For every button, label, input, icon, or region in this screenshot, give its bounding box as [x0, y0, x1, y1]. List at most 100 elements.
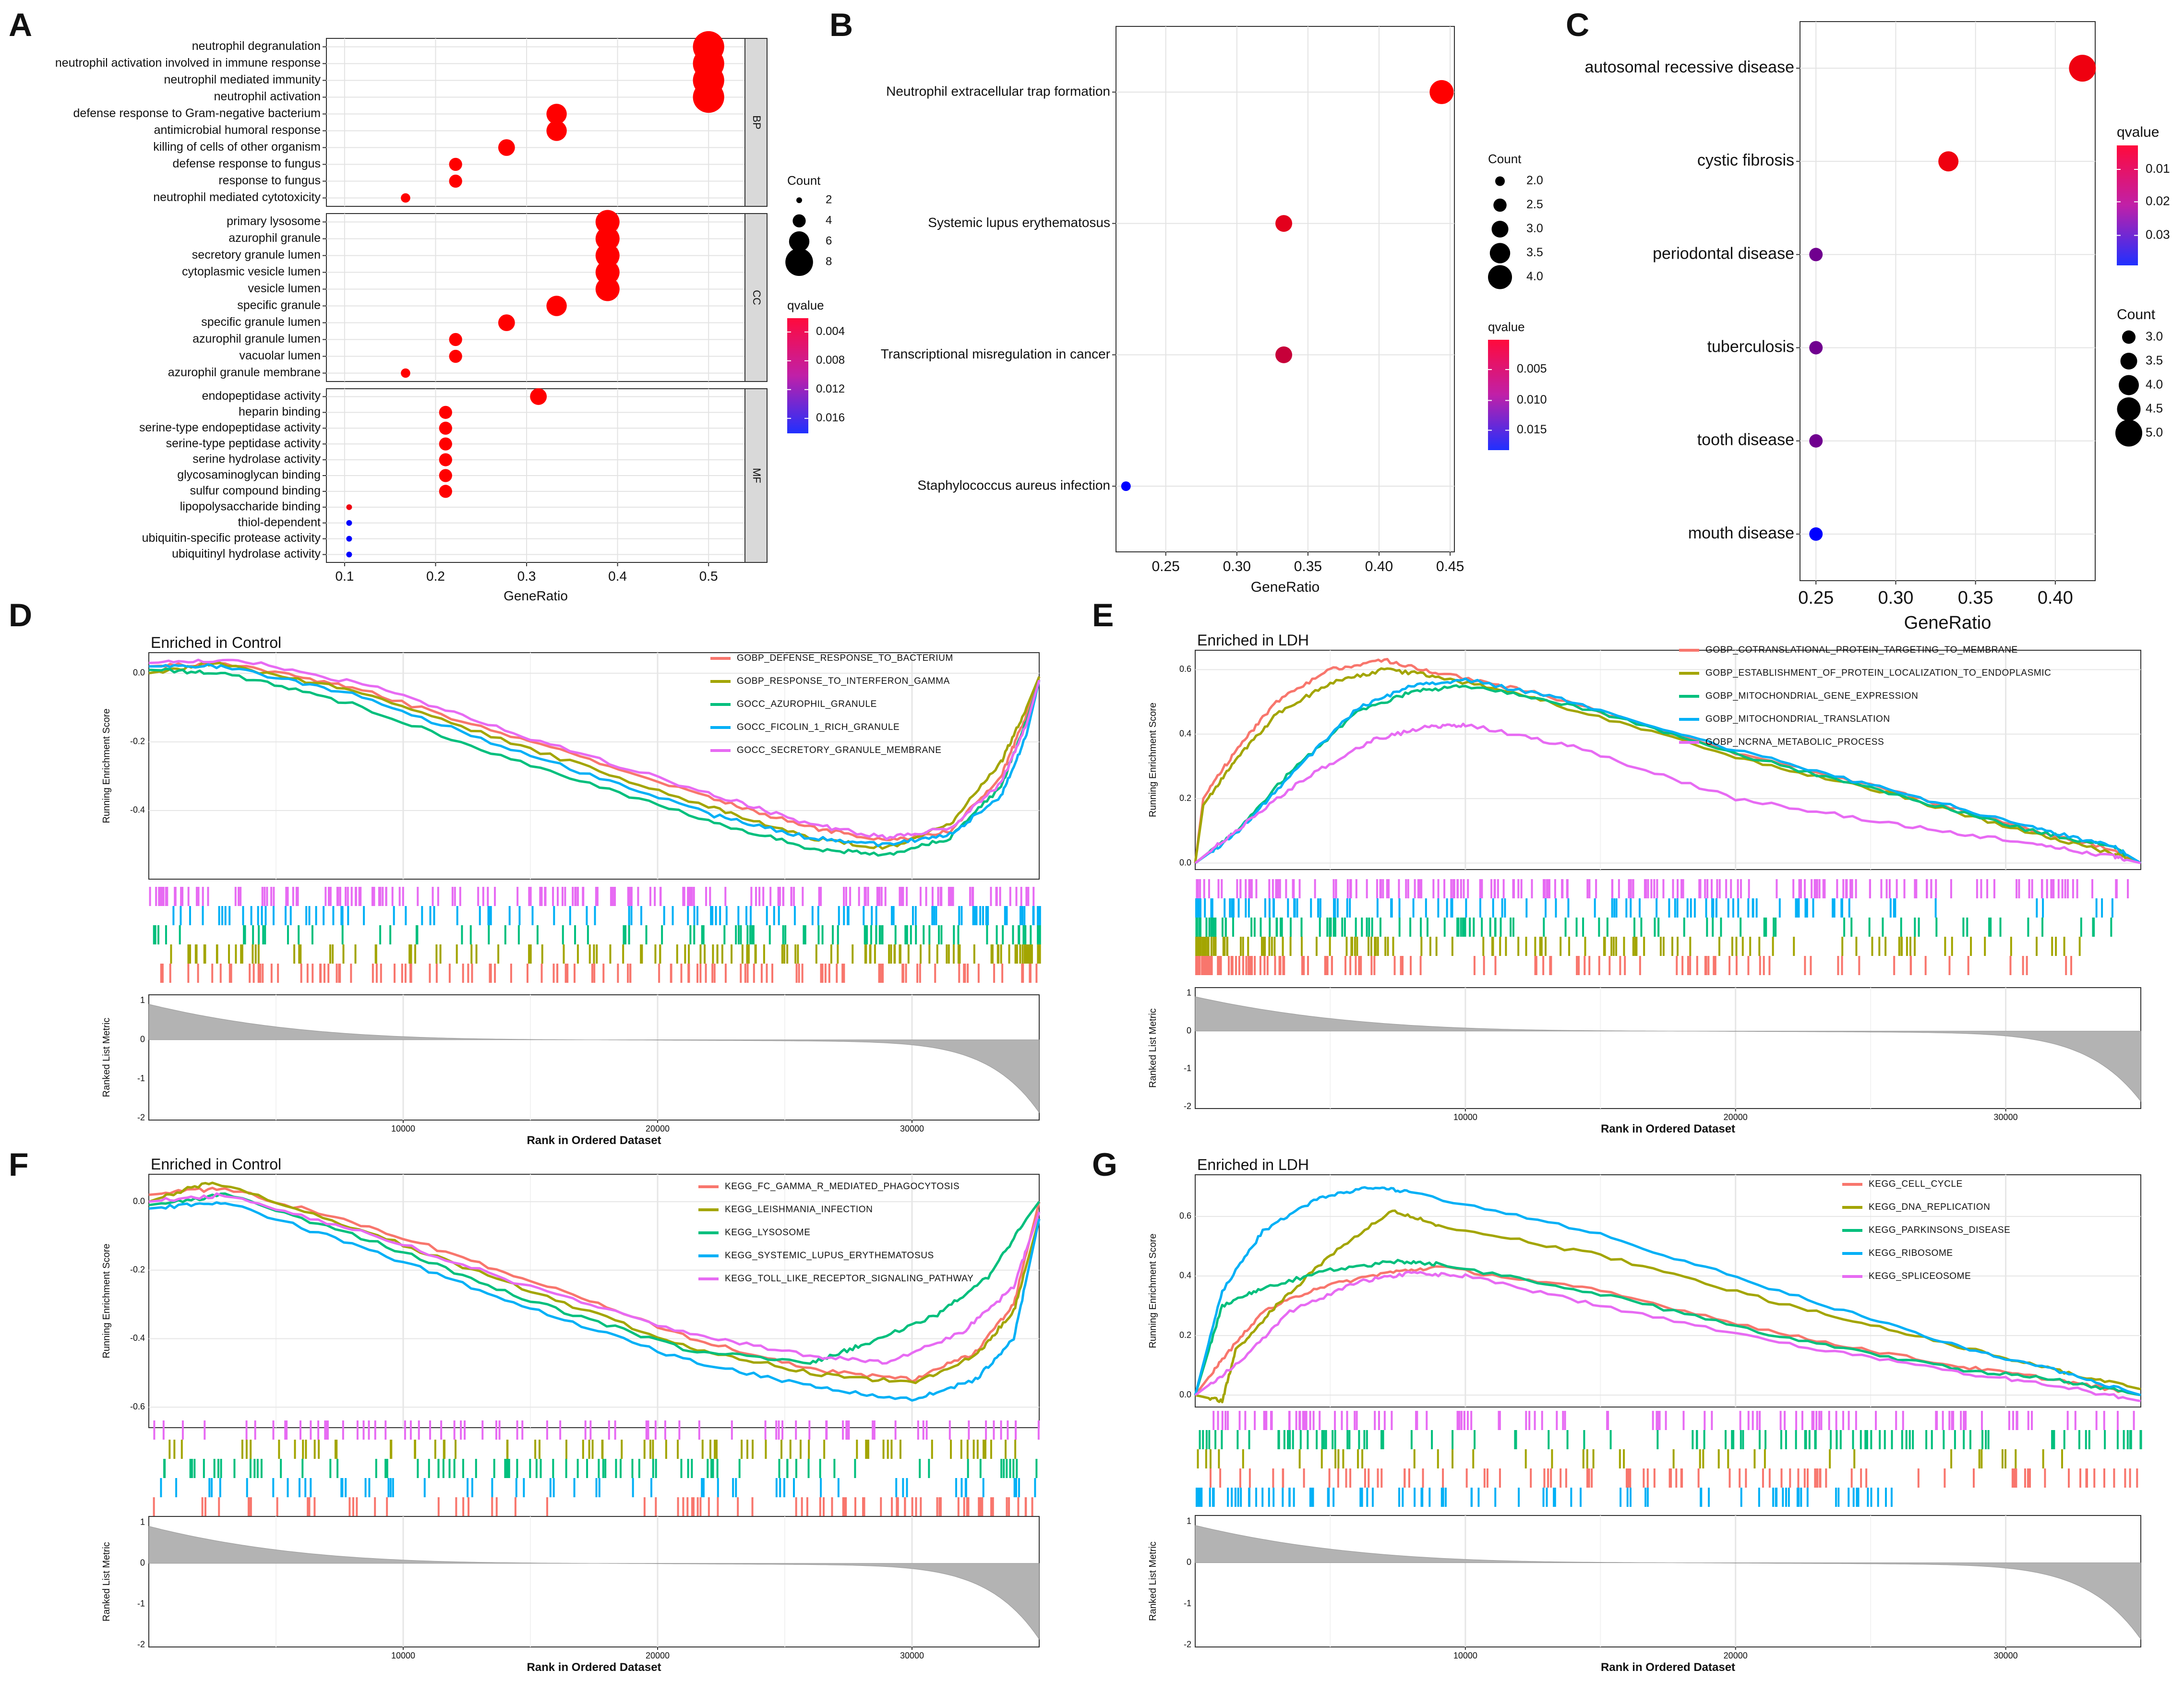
data-point [439, 406, 452, 419]
gene-hit-mark [638, 1459, 640, 1478]
gene-hit-mark [1293, 1488, 1295, 1507]
gene-hit-mark [664, 1420, 666, 1440]
gene-hit-mark [1018, 1478, 1020, 1497]
gene-hit-mark [990, 887, 992, 906]
gene-hit-mark [1680, 879, 1683, 898]
gene-hit-mark [1566, 1430, 1569, 1449]
gene-hit-mark [2063, 1430, 2065, 1449]
gene-hit-mark [418, 1420, 420, 1440]
gene-hit-mark [1731, 1430, 1733, 1449]
gene-hit-mark [1196, 879, 1198, 898]
gene-hit-mark [1951, 937, 1953, 956]
gene-hit-mark [1457, 918, 1460, 937]
gene-hit-mark [461, 925, 463, 944]
term-label: ubiquitin-specific protease activity [142, 531, 321, 545]
gene-hit-mark [1279, 879, 1281, 898]
gene-hit-mark [1236, 1430, 1239, 1449]
metric-axis-label: Ranked List Metric [1148, 1541, 1158, 1621]
gene-hit-mark [1355, 879, 1357, 898]
gene-hit-mark [345, 887, 347, 906]
data-point [449, 349, 462, 363]
gene-hit-mark [768, 925, 771, 944]
gene-hit-mark [1465, 1468, 1468, 1488]
gene-hit-mark [1657, 918, 1660, 937]
gene-hit-mark [614, 887, 616, 906]
gene-hit-mark [1878, 937, 1881, 956]
legend-count-label: 6 [826, 235, 832, 248]
gene-hit-mark [1855, 937, 1858, 956]
gene-hit-mark [1576, 956, 1578, 975]
data-point [449, 174, 462, 188]
gene-hit-mark [854, 1459, 856, 1478]
data-point [1809, 341, 1823, 355]
gene-hit-mark [1702, 1449, 1704, 1468]
data-point [346, 551, 352, 558]
gene-hit-mark [1358, 956, 1360, 975]
gene-hit-mark [817, 925, 820, 944]
gene-hit-mark [1756, 1411, 1758, 1430]
gene-hit-mark [1410, 1430, 1413, 1449]
gene-hit-mark [1534, 937, 1536, 956]
gene-hit-mark [721, 944, 723, 964]
gene-hit-mark [968, 1420, 970, 1440]
gene-hit-mark [1345, 1468, 1347, 1488]
x-axis-label: Rank in Ordered Dataset [1601, 1661, 1735, 1674]
gene-hit-mark [1266, 956, 1269, 975]
gene-hit-mark [1409, 918, 1412, 937]
gene-hit-mark [678, 1420, 681, 1440]
gene-hit-mark [384, 1420, 387, 1440]
gene-hit-mark [1681, 956, 1684, 975]
gene-hit-mark [1254, 1411, 1256, 1430]
gene-hit-mark [491, 1478, 493, 1497]
gene-hit-mark [899, 887, 901, 906]
gene-hit-mark [1390, 898, 1392, 918]
gene-hit-mark [806, 1497, 808, 1516]
term-label: primary lysosome [227, 215, 321, 228]
gene-hit-mark [549, 1478, 552, 1497]
gene-hit-mark [1224, 898, 1226, 918]
gene-hit-mark [1416, 1411, 1418, 1430]
term-label: neutrophil degranulation [192, 39, 321, 53]
gene-hit-mark [1650, 879, 1653, 898]
gene-hit-mark [540, 964, 543, 983]
gene-hit-mark [1978, 1449, 1980, 1468]
gene-hit-mark [298, 925, 300, 944]
gene-hit-mark [939, 1497, 942, 1516]
gene-hit-mark [569, 906, 571, 925]
gene-hit-mark [1544, 879, 1546, 898]
gene-hit-mark [1785, 1430, 1787, 1449]
term-label: neutrophil mediated immunity [164, 73, 321, 86]
gene-hit-mark [324, 1420, 326, 1440]
gene-hit-mark [1341, 918, 1344, 937]
gene-hit-mark [1209, 1468, 1212, 1488]
gene-hit-mark [790, 887, 792, 906]
gene-hit-mark [189, 944, 192, 964]
gene-hit-mark [1531, 879, 1533, 898]
term-label: thiol-dependent [238, 515, 321, 529]
gene-hit-mark [1811, 1411, 1813, 1430]
gene-hit-mark [470, 944, 473, 964]
gene-hit-mark [2139, 1430, 2142, 1449]
gene-hit-mark [1309, 1411, 1311, 1430]
gene-hit-mark [887, 1440, 889, 1459]
gene-hit-mark [643, 1440, 646, 1459]
gene-hit-mark [1918, 918, 1920, 937]
gene-hit-mark [1570, 1488, 1572, 1507]
gene-hit-mark [1547, 1468, 1549, 1488]
gene-hit-mark [1307, 956, 1309, 975]
gene-hit-mark [1856, 1488, 1858, 1507]
gene-hit-mark [1708, 1488, 1710, 1507]
gene-hit-mark [1195, 937, 1198, 956]
gene-hit-mark [417, 1459, 419, 1478]
gene-hit-mark [203, 1459, 205, 1478]
gene-hit-mark [1747, 1411, 1750, 1430]
gene-hit-mark [1017, 1497, 1020, 1516]
gene-hit-mark [471, 964, 473, 983]
gene-hit-mark [531, 906, 534, 925]
gene-hit-mark [1586, 1449, 1588, 1468]
gene-hit-mark [2061, 879, 2064, 898]
gene-hit-mark [862, 1497, 864, 1516]
gene-hit-mark [1591, 1468, 1593, 1488]
gene-hit-mark [312, 964, 314, 983]
gene-hit-mark [1630, 898, 1632, 918]
